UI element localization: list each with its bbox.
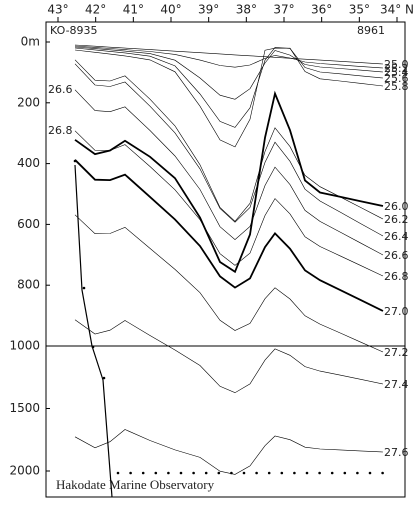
sample-dot bbox=[154, 471, 158, 475]
sample-dot bbox=[102, 376, 106, 380]
contour-label: 25.2 bbox=[384, 62, 409, 75]
sample-dot bbox=[230, 471, 233, 475]
sample-dot bbox=[280, 471, 284, 475]
caption: Hakodate Marine Observatory bbox=[56, 477, 215, 492]
x-tick-label: 37° bbox=[273, 3, 294, 17]
sample-dot bbox=[91, 345, 95, 349]
contour-label: 26.8 bbox=[384, 270, 409, 283]
contour-label: 27.0 bbox=[384, 305, 409, 318]
contour-line bbox=[74, 46, 384, 100]
contour-label: 26.0 bbox=[384, 200, 409, 213]
contour-line bbox=[74, 44, 384, 65]
contour-label: 26.6 bbox=[384, 249, 409, 262]
contour-line bbox=[74, 59, 384, 222]
sample-dot bbox=[242, 471, 246, 475]
sample-dot bbox=[381, 471, 384, 475]
contour-label: 25.4 bbox=[384, 66, 409, 79]
contour-line bbox=[74, 63, 384, 237]
x-tick-label: 34° N bbox=[380, 3, 414, 17]
contour-label: 25.6 bbox=[384, 72, 409, 85]
contour-line bbox=[74, 45, 384, 69]
contour-line bbox=[74, 429, 384, 475]
contour-label: 26.4 bbox=[384, 230, 409, 243]
y-tick-label: 0m bbox=[21, 35, 40, 49]
contour-label: 26.6 bbox=[48, 83, 73, 96]
contour-label: 26.2 bbox=[384, 213, 409, 226]
y-tick-label: 200 bbox=[17, 95, 40, 109]
contour-label: 26.8 bbox=[48, 124, 73, 137]
sample-dot bbox=[318, 471, 321, 475]
sample-dot bbox=[305, 471, 309, 475]
contour-line bbox=[74, 47, 384, 128]
bottom-profile bbox=[74, 164, 113, 498]
sample-dot bbox=[141, 471, 145, 475]
sample-dot bbox=[73, 159, 77, 163]
sample-dot bbox=[267, 471, 271, 475]
contour-label: 27.2 bbox=[384, 346, 409, 359]
y-tick-label: 2000 bbox=[9, 464, 40, 478]
station-end: 8961 bbox=[357, 24, 385, 37]
x-tick-label: 43° bbox=[47, 3, 68, 17]
contour-label: 27.6 bbox=[384, 446, 409, 459]
x-tick-label: 40° bbox=[160, 3, 181, 17]
contour-line bbox=[74, 90, 384, 274]
contour-line bbox=[74, 130, 384, 277]
sample-dot bbox=[116, 471, 120, 475]
contour-line bbox=[74, 319, 384, 394]
sample-dot bbox=[204, 471, 208, 475]
sample-dot bbox=[330, 471, 334, 475]
x-tick-label: 36° bbox=[311, 3, 332, 17]
y-tick-label: 1500 bbox=[9, 401, 40, 415]
sample-dot bbox=[356, 471, 359, 475]
x-tick-label: 35° bbox=[349, 3, 370, 17]
sample-dot bbox=[179, 471, 183, 475]
contour-line bbox=[74, 47, 384, 148]
contour-line bbox=[74, 214, 384, 353]
contour-line bbox=[74, 89, 384, 256]
sample-dot bbox=[368, 471, 372, 475]
plot-frame bbox=[45, 21, 406, 498]
sample-dot bbox=[255, 471, 258, 475]
y-tick-label: 800 bbox=[17, 278, 40, 292]
sample-dot bbox=[82, 286, 86, 290]
y-tick-label: 400 bbox=[17, 156, 40, 170]
x-tick-label: 38° bbox=[236, 3, 257, 17]
sample-dot bbox=[293, 471, 296, 475]
contour-label: 25.0 bbox=[384, 58, 409, 71]
sample-dot bbox=[343, 471, 347, 475]
x-tick-label: 42° bbox=[85, 3, 106, 17]
station-start: KO-8935 bbox=[50, 24, 98, 37]
contour-line bbox=[74, 159, 384, 312]
sample-dot bbox=[192, 471, 195, 475]
sample-dot bbox=[129, 471, 132, 475]
x-tick-label: 39° bbox=[198, 3, 219, 17]
y-tick-label: 600 bbox=[17, 217, 40, 231]
sample-dot bbox=[167, 471, 170, 475]
x-tick-label: 41° bbox=[123, 3, 144, 17]
contour-label: 27.4 bbox=[384, 378, 409, 391]
contour-label: 25.8 bbox=[384, 80, 409, 93]
y-tick-label: 1000 bbox=[9, 339, 40, 353]
sample-dot bbox=[217, 471, 221, 475]
